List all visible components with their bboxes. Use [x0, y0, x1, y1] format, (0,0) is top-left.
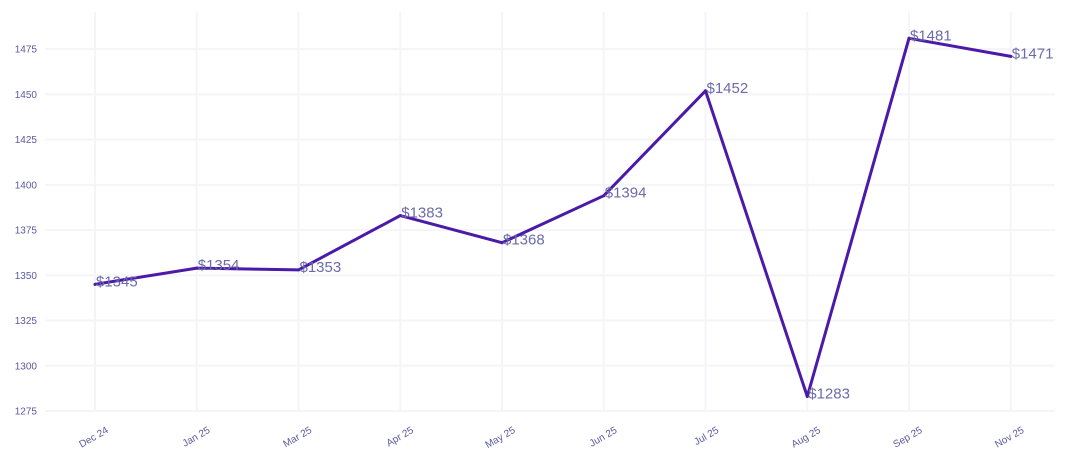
data-label: $1394: [605, 185, 647, 202]
y-axis: 1275 1300 1325 1350 1375 1400 1425 1450 1475: [15, 45, 38, 418]
data-point: [195, 266, 199, 270]
y-tick-label: 1350: [15, 271, 38, 282]
x-tick-label: Jan 25: [181, 425, 213, 450]
data-point: [602, 194, 606, 198]
data-label: $1354: [198, 257, 240, 274]
y-tick-label: 1450: [15, 90, 38, 101]
y-tick-label: 1300: [15, 361, 38, 372]
data-label: $1481: [910, 27, 952, 44]
x-tick-label: May 25: [484, 425, 518, 451]
data-label: $1368: [503, 232, 545, 249]
series-line: [93, 36, 1013, 398]
data-point: [297, 268, 300, 272]
y-tick-label: 1400: [15, 180, 38, 191]
data-point: [93, 282, 97, 286]
x-tick-label: Jun 25: [588, 425, 620, 450]
x-tick-label: Mar 25: [282, 425, 315, 450]
data-label: $1283: [808, 386, 850, 403]
data-point: [1009, 54, 1013, 58]
x-axis: Dec 24 Jan 25 Mar 25 Apr 25 May 25 Jun 25 Jul …: [78, 425, 1027, 451]
data-point: [907, 36, 911, 40]
data-label: $1383: [401, 205, 443, 222]
y-tick-label: 1325: [15, 316, 38, 327]
y-tick-label: 1475: [15, 45, 38, 56]
x-tick-label: Apr 25: [385, 425, 416, 449]
x-tick-label: Sep 25: [892, 425, 925, 451]
x-tick-label: Aug 25: [790, 425, 823, 451]
x-tick-label: Nov 25: [993, 425, 1026, 451]
y-tick-label: 1275: [15, 407, 38, 418]
data-point: [398, 214, 402, 218]
data-label: $1471: [1012, 45, 1054, 62]
series: [93, 36, 1013, 399]
data-label: $1345: [96, 273, 138, 290]
x-tick-label: Jul 25: [692, 425, 721, 448]
data-label: $1353: [300, 259, 342, 276]
grid: [45, 12, 1055, 412]
y-tick-label: 1375: [15, 226, 38, 237]
data-point: [704, 89, 707, 93]
x-tick-label: Dec 24: [78, 425, 111, 451]
y-tick-label: 1425: [15, 135, 38, 146]
data-point: [500, 241, 504, 245]
data-point: [805, 395, 809, 399]
data-label: $1452: [707, 80, 749, 97]
data-labels: $1345 $1354 $1353 $1383 $1368 $1394 $1452 $1283…: [96, 27, 1053, 402]
